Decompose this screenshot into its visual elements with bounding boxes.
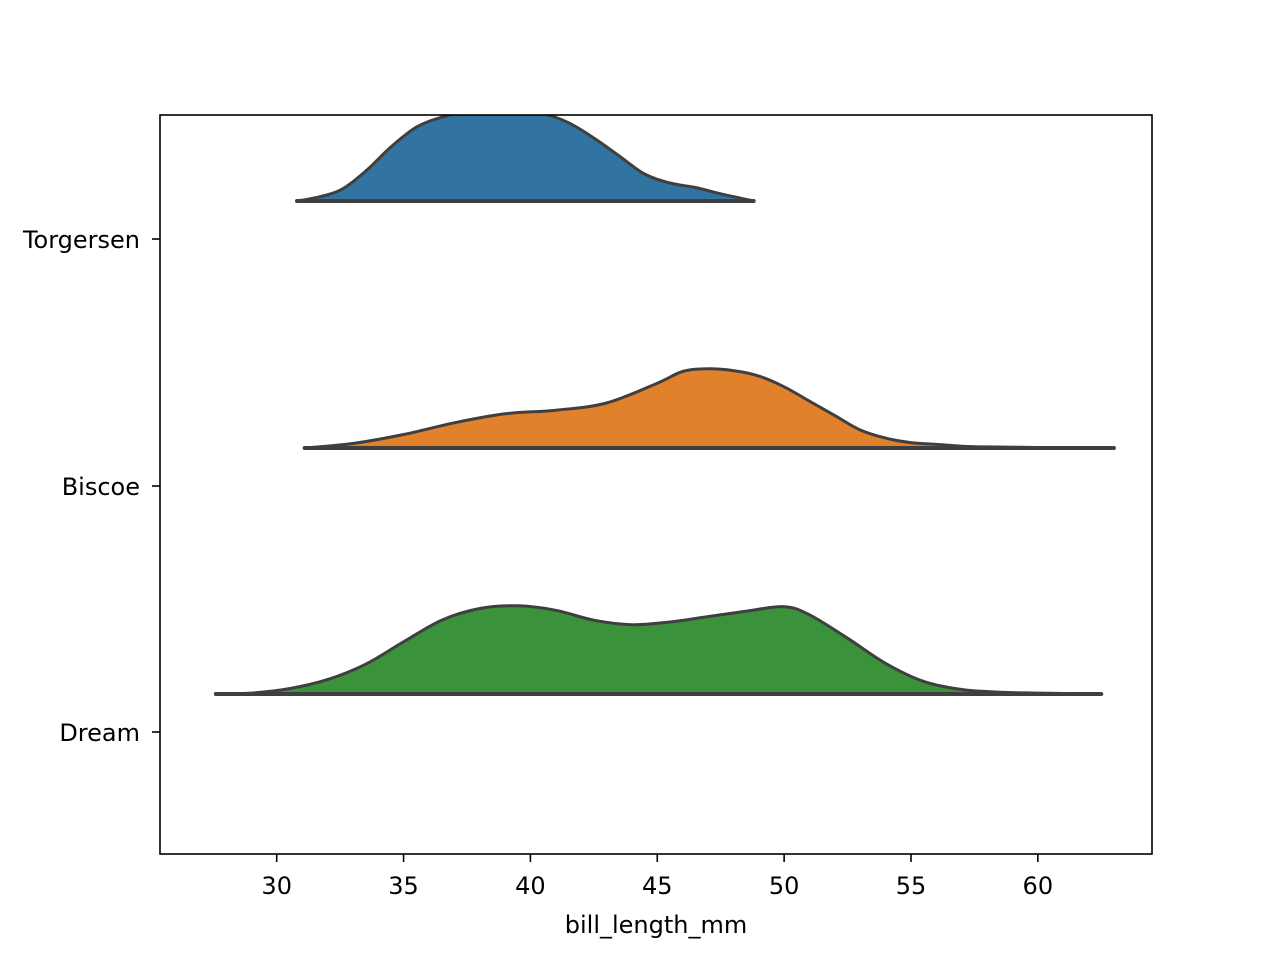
x-tick-label: 35 bbox=[388, 872, 419, 900]
y-tick-label-torgersen: Torgersen bbox=[22, 226, 140, 254]
violin-outline-dream bbox=[215, 604, 1102, 696]
violin-torgersen bbox=[297, 115, 754, 201]
x-tick-label: 45 bbox=[642, 872, 673, 900]
x-axis: 30 35 40 45 50 55 60 bbox=[261, 854, 1053, 900]
x-tick-label: 40 bbox=[515, 872, 546, 900]
y-tick-label-biscoe: Biscoe bbox=[62, 473, 140, 501]
violin-dream bbox=[215, 605, 1102, 694]
violin-biscoe bbox=[304, 368, 1114, 448]
violin-layer bbox=[213, 115, 1116, 696]
x-tick-label: 55 bbox=[896, 872, 927, 900]
y-tick-label-dream: Dream bbox=[59, 719, 140, 747]
x-tick-label: 50 bbox=[769, 872, 800, 900]
y-axis: Torgersen Biscoe Dream bbox=[22, 226, 160, 747]
x-tick-label: 60 bbox=[1023, 872, 1054, 900]
x-axis-label: bill_length_mm bbox=[565, 911, 748, 939]
violin-outline-torgersen bbox=[296, 115, 754, 203]
x-tick-label: 30 bbox=[261, 872, 292, 900]
plot-frame bbox=[159, 114, 1153, 855]
